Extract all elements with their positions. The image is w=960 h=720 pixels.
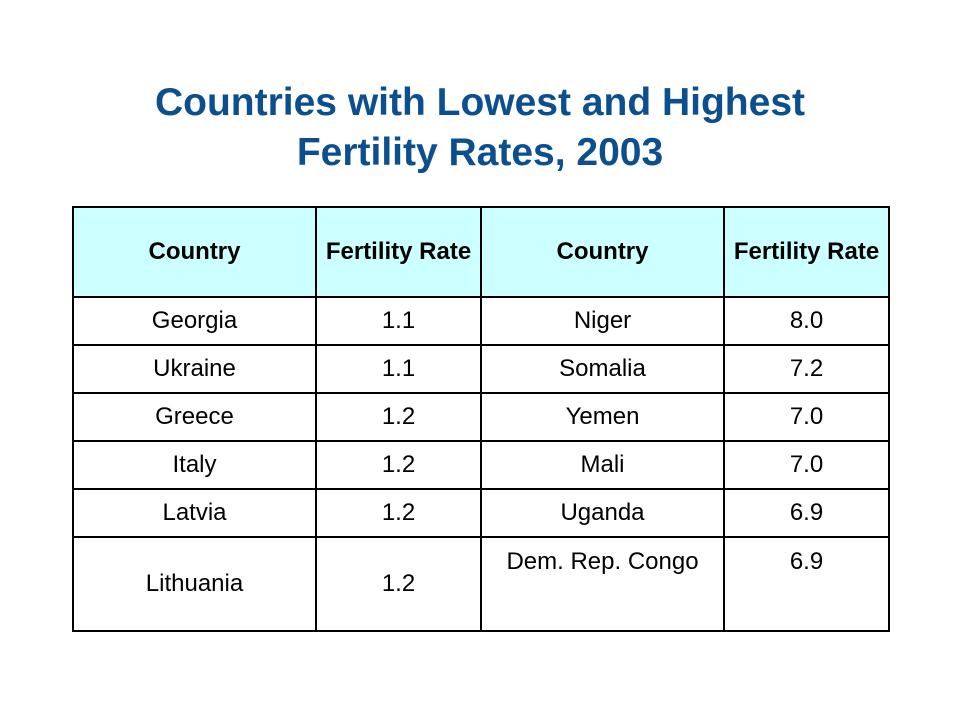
cell-country-highest: Uganda bbox=[480, 488, 725, 538]
cell-rate-lowest: 1.1 bbox=[315, 344, 482, 394]
table-header-row: Country Fertility Rate Country Fertility… bbox=[72, 206, 890, 298]
cell-country-highest: Mali bbox=[480, 440, 725, 490]
cell-country-lowest: Latvia bbox=[72, 488, 317, 538]
fertility-rates-table: Country Fertility Rate Country Fertility… bbox=[72, 206, 890, 632]
cell-rate-highest: 7.2 bbox=[723, 344, 890, 394]
cell-rate-highest: 7.0 bbox=[723, 440, 890, 490]
cell-country-highest: Niger bbox=[480, 296, 725, 346]
header-fertility-rate-lowest: Fertility Rate bbox=[315, 206, 482, 298]
cell-country-lowest: Ukraine bbox=[72, 344, 317, 394]
cell-country-highest: Somalia bbox=[480, 344, 725, 394]
cell-rate-lowest: 1.2 bbox=[315, 488, 482, 538]
cell-rate-lowest: 1.2 bbox=[315, 536, 482, 632]
table-row: Greece 1.2 Yemen 7.0 bbox=[72, 392, 890, 442]
cell-rate-lowest: 1.1 bbox=[315, 296, 482, 346]
table-row: Italy 1.2 Mali 7.0 bbox=[72, 440, 890, 490]
table-row: Ukraine 1.1 Somalia 7.2 bbox=[72, 344, 890, 394]
cell-country-lowest: Lithuania bbox=[72, 536, 317, 632]
cell-rate-lowest: 1.2 bbox=[315, 440, 482, 490]
cell-rate-highest: 7.0 bbox=[723, 392, 890, 442]
cell-country-lowest: Italy bbox=[72, 440, 317, 490]
cell-rate-highest: 8.0 bbox=[723, 296, 890, 346]
cell-rate-highest: 6.9 bbox=[723, 536, 890, 632]
cell-country-highest: Dem. Rep. Congo bbox=[480, 536, 725, 632]
table-row: Georgia 1.1 Niger 8.0 bbox=[72, 296, 890, 346]
title-line-1: Countries with Lowest and Highest bbox=[154, 81, 806, 124]
table-row: Lithuania 1.2 Dem. Rep. Congo 6.9 bbox=[72, 536, 890, 632]
header-country-lowest: Country bbox=[72, 206, 317, 298]
page-title: Countries with Lowest and Highest Fertil… bbox=[0, 78, 960, 178]
cell-rate-lowest: 1.2 bbox=[315, 392, 482, 442]
header-fertility-rate-highest: Fertility Rate bbox=[723, 206, 890, 298]
cell-rate-highest: 6.9 bbox=[723, 488, 890, 538]
cell-country-lowest: Georgia bbox=[72, 296, 317, 346]
header-country-highest: Country bbox=[480, 206, 725, 298]
cell-country-lowest: Greece bbox=[72, 392, 317, 442]
cell-country-highest: Yemen bbox=[480, 392, 725, 442]
title-line-2: Fertility Rates, 2003 bbox=[296, 131, 664, 174]
table-row: Latvia 1.2 Uganda 6.9 bbox=[72, 488, 890, 538]
